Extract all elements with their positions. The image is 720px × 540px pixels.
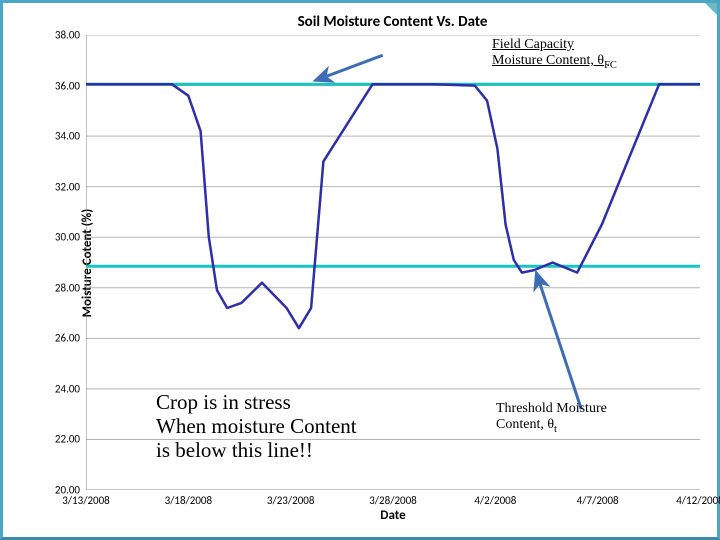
x-tick-label: 3/23/2008 [267, 494, 315, 507]
fc-arrow [315, 55, 383, 80]
y-tick-label: 36.00 [55, 79, 80, 92]
plot-area: Moisture Cotent (%) 20.0022.0024.0026.00… [86, 35, 700, 490]
y-tick-label: 32.00 [55, 180, 80, 193]
x-tick-label: 3/18/2008 [165, 494, 213, 507]
y-tick-label: 34.00 [55, 130, 80, 143]
chart: Soil Moisture Content Vs. Date Moisture … [18, 13, 707, 522]
x-tick-label: 4/7/2008 [577, 494, 619, 507]
chart-title: Soil Moisture Content Vs. Date [78, 13, 707, 31]
field-capacity-annotation: Field CapacityMoisture Content, θFC [492, 37, 617, 72]
x-tick-label: 4/2/2008 [474, 494, 516, 507]
y-tick-label: 24.00 [55, 382, 80, 395]
y-tick-label: 38.00 [55, 29, 80, 42]
y-tick-label: 26.00 [55, 332, 80, 345]
moisture-line [86, 84, 700, 328]
y-tick-label: 28.00 [55, 281, 80, 294]
threshold-annotation: Threshold MoistureContent, θt [496, 401, 607, 436]
x-tick-label: 4/12/2008 [676, 494, 720, 507]
x-tick-label: 3/13/2008 [62, 494, 110, 507]
y-tick-label: 22.00 [55, 433, 80, 446]
x-tick-label: 3/28/2008 [369, 494, 417, 507]
y-tick-label: 30.00 [55, 231, 80, 244]
x-axis-label: Date [380, 508, 405, 523]
stress-annotation: Crop is in stressWhen moisture Contentis… [156, 390, 357, 462]
slide-frame: Soil Moisture Content Vs. Date Moisture … [0, 0, 720, 540]
